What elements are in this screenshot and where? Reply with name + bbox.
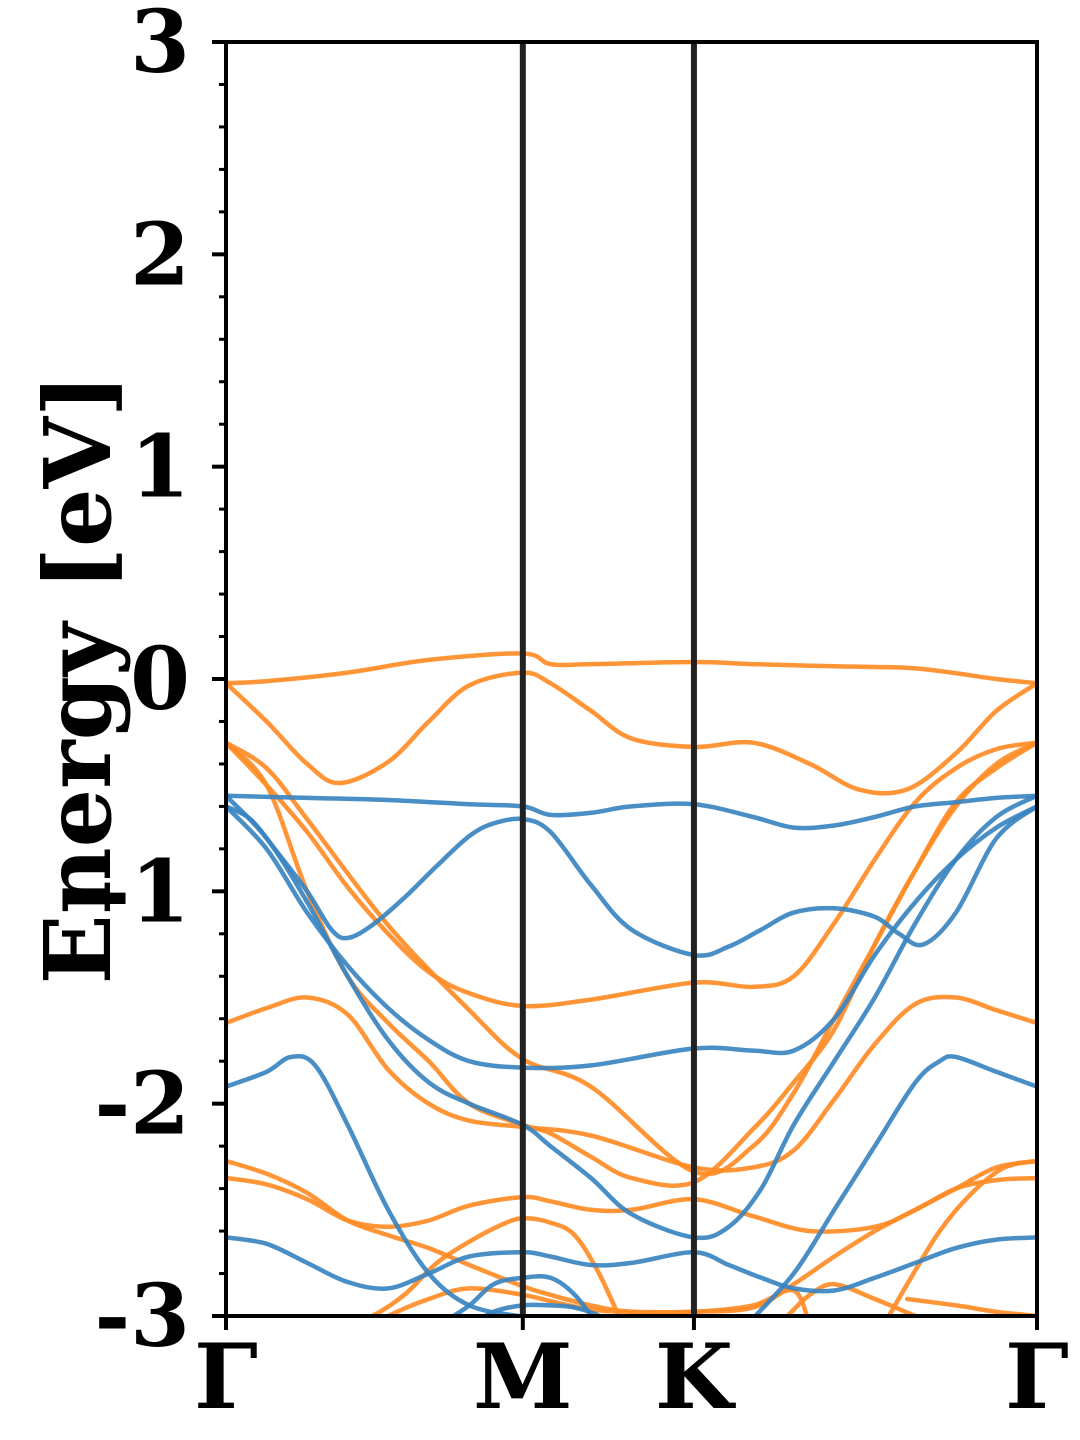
band-line-orange xyxy=(226,1175,1037,1234)
y-tick-labels: -3 -2 -1 0 1 2 3 xyxy=(94,0,190,1367)
x-tick-label: M xyxy=(473,1324,573,1430)
band-line-orange xyxy=(226,670,1037,796)
band-line-orange xyxy=(226,994,1037,1173)
band-line-blue xyxy=(226,793,1037,831)
y-tick-label: 1 xyxy=(130,417,190,518)
y-tick-label: -3 xyxy=(94,1266,190,1367)
x-tick-label: Γ xyxy=(1005,1324,1069,1430)
band-line-blue xyxy=(226,804,1037,1071)
y-tick-label: -2 xyxy=(94,1054,190,1155)
band-line-blue xyxy=(752,1054,1037,1316)
band-line-blue xyxy=(226,804,1037,958)
y-tick-label: -1 xyxy=(94,841,190,942)
band-line-orange xyxy=(226,1158,1037,1315)
band-lines xyxy=(226,651,1037,1316)
band-line-orange xyxy=(904,1296,1037,1316)
high-symmetry-dividers xyxy=(224,42,1039,1330)
y-tick-label: 3 xyxy=(130,0,190,93)
plot-frame xyxy=(224,40,1039,1318)
band-line-orange xyxy=(784,1281,922,1316)
x-tick-label: K xyxy=(655,1324,736,1430)
band-line-orange xyxy=(886,1158,1037,1316)
y-axis-title: Energy [eV] xyxy=(24,374,132,985)
x-tick-label: Γ xyxy=(194,1324,258,1430)
y-tick-label: 0 xyxy=(130,629,190,730)
band-line-blue xyxy=(226,1235,1037,1294)
band-line-orange xyxy=(366,1216,622,1316)
y-major-ticks xyxy=(212,40,226,1318)
band-line-blue xyxy=(481,1302,603,1316)
band-line-orange xyxy=(226,740,1037,1009)
band-line-blue xyxy=(226,793,1037,1241)
band-line-orange xyxy=(383,1286,810,1316)
band-line-orange xyxy=(226,651,1037,686)
y-tick-label: 2 xyxy=(130,204,190,305)
